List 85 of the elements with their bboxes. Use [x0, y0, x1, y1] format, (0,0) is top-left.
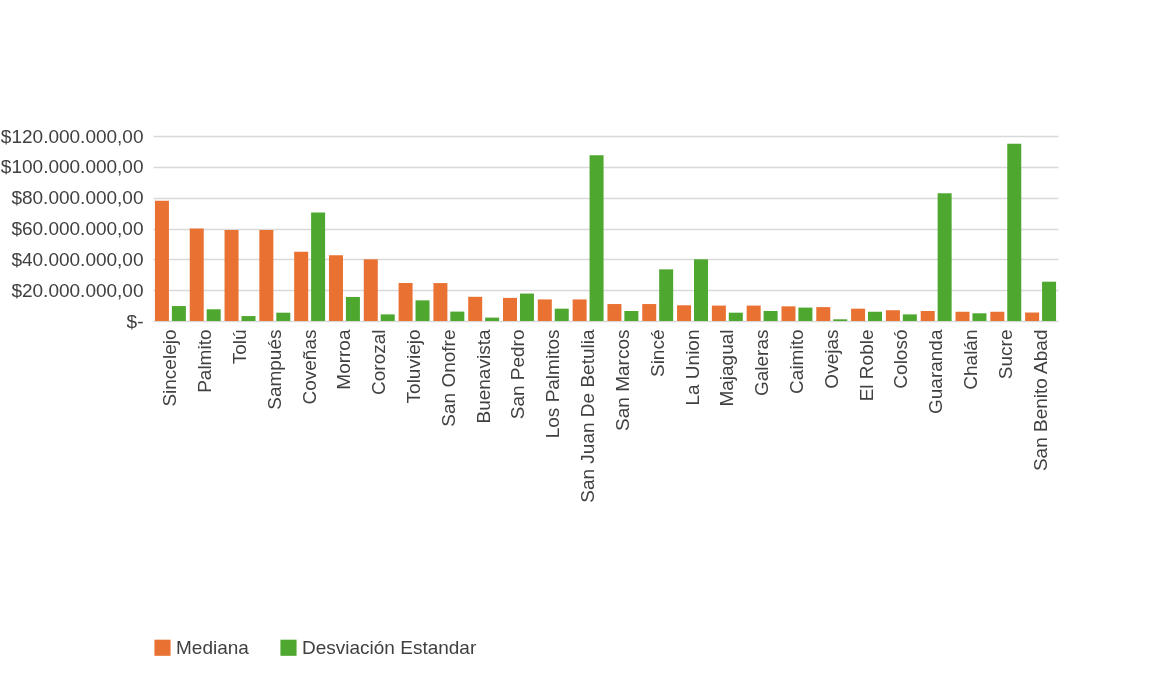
- x-tick-label: La Union: [681, 329, 703, 406]
- y-tick-label: $100.000.000,00: [0, 156, 144, 178]
- bar: [519, 293, 534, 321]
- bar: [503, 297, 518, 321]
- bar: [433, 283, 448, 321]
- x-tick-label: Los Palmitos: [542, 329, 564, 439]
- x-tick-label: San Benito Abad: [1029, 329, 1051, 472]
- x-tick-label: San Juan De Betulia: [577, 329, 599, 503]
- legend-label: Desviación Estandar: [302, 636, 477, 658]
- y-tick-label: $-: [126, 310, 144, 332]
- bar: [554, 308, 569, 321]
- x-tick-label: Guaranda: [925, 329, 947, 415]
- x-tick-label: San Pedro: [507, 329, 529, 420]
- bar: [972, 313, 987, 321]
- y-tick-label: $40.000.000,00: [11, 248, 144, 270]
- x-tick-label: San Onofre: [437, 329, 459, 427]
- bar: [311, 212, 326, 321]
- bar: [746, 305, 761, 321]
- bar: [798, 307, 813, 321]
- bar: [624, 310, 639, 321]
- bar: [902, 314, 917, 321]
- bar: [607, 304, 622, 321]
- bar: [1007, 143, 1022, 321]
- bar: [677, 305, 692, 321]
- x-tick-label: Sampués: [263, 329, 285, 410]
- x-tick-label: Tolú: [229, 329, 251, 365]
- x-tick-label: Majagual: [716, 329, 738, 407]
- bar: [920, 310, 935, 321]
- bar: [816, 307, 831, 321]
- bar: [294, 251, 309, 321]
- bar: [1025, 312, 1040, 321]
- bar: [415, 300, 430, 321]
- y-tick-label: $120.000.000,00: [0, 125, 144, 147]
- bar: [955, 311, 970, 321]
- x-tick-label: Caimito: [785, 329, 807, 394]
- legend-label: Mediana: [176, 636, 250, 658]
- bar: [259, 230, 274, 321]
- bar: [693, 259, 708, 321]
- x-tick-label: Buenavista: [472, 329, 494, 424]
- y-tick-label: $20.000.000,00: [11, 279, 144, 301]
- bar: [189, 228, 204, 321]
- bar: [1042, 281, 1057, 321]
- bar: [572, 299, 587, 321]
- bar: [171, 306, 186, 321]
- x-tick-label: Colosó: [890, 329, 912, 389]
- x-tick-label: Sincelejo: [159, 329, 181, 407]
- x-tick-label: Sincé: [646, 329, 668, 378]
- x-tick-label: Coveñas: [298, 329, 320, 405]
- bar: [885, 310, 900, 321]
- bar: [276, 312, 291, 321]
- bar: [868, 311, 883, 321]
- bar: [537, 299, 552, 321]
- x-tick-label: Toluviejo: [403, 329, 425, 404]
- bar: [398, 283, 413, 321]
- bar: [380, 314, 395, 321]
- x-tick-label: San Marcos: [611, 329, 633, 431]
- bar: [711, 305, 726, 321]
- bar: [589, 155, 604, 321]
- bar: [781, 306, 796, 321]
- bar: [328, 255, 343, 321]
- x-tick-label: El Roble: [855, 329, 877, 402]
- x-tick-label: Palmito: [194, 329, 216, 393]
- x-tick-label: Corozal: [368, 329, 390, 395]
- bar: [241, 316, 256, 321]
- bar: [468, 296, 483, 321]
- bar: [990, 311, 1005, 321]
- bar: [659, 269, 674, 321]
- bar: [728, 312, 743, 321]
- bar: [224, 230, 239, 321]
- bar: [363, 259, 378, 321]
- x-tick-label: Chalán: [959, 329, 981, 390]
- bar: [206, 309, 221, 321]
- x-tick-label: Morroa: [333, 329, 355, 390]
- bar: [450, 311, 465, 321]
- y-tick-label: $80.000.000,00: [11, 187, 144, 209]
- bar: [345, 296, 360, 321]
- y-tick-label: $60.000.000,00: [11, 218, 144, 239]
- bar: [154, 200, 169, 321]
- x-tick-label: Sucre: [994, 329, 1016, 380]
- x-tick-label: Galeras: [751, 329, 773, 397]
- bar: [642, 304, 657, 321]
- x-tick-label: Ovejas: [820, 329, 842, 389]
- bar: [851, 308, 866, 321]
- bar: [937, 193, 952, 321]
- bar: [763, 310, 778, 321]
